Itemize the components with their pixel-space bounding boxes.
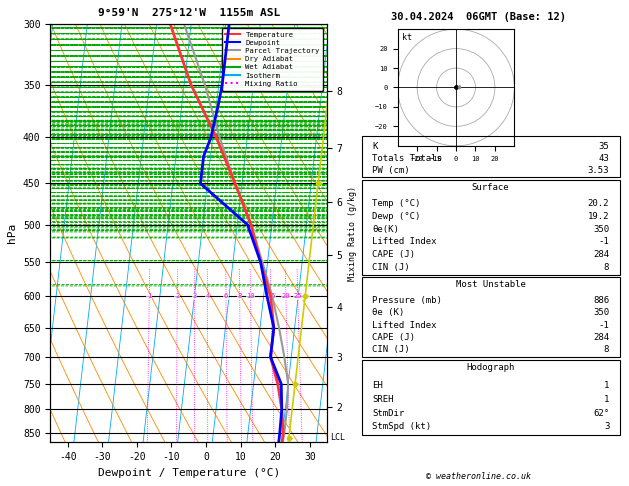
Text: 8: 8 xyxy=(604,262,610,272)
Text: CIN (J): CIN (J) xyxy=(372,262,409,272)
Title: 9°59'N  275°12'W  1155m ASL: 9°59'N 275°12'W 1155m ASL xyxy=(97,8,280,18)
Text: LCL: LCL xyxy=(330,433,345,442)
Text: 20: 20 xyxy=(282,294,290,299)
Text: CAPE (J): CAPE (J) xyxy=(372,333,415,342)
Text: Surface: Surface xyxy=(472,183,509,192)
Text: 350: 350 xyxy=(593,225,610,234)
Text: EH: EH xyxy=(372,381,382,390)
Text: 284: 284 xyxy=(593,250,610,259)
Text: kt: kt xyxy=(401,33,411,42)
Text: 886: 886 xyxy=(593,296,610,305)
Text: CIN (J): CIN (J) xyxy=(372,346,409,354)
Text: 15: 15 xyxy=(267,294,276,299)
Text: Totals Totals: Totals Totals xyxy=(372,154,442,163)
Text: 4: 4 xyxy=(205,294,209,299)
Text: 6: 6 xyxy=(224,294,228,299)
Text: Pressure (mb): Pressure (mb) xyxy=(372,296,442,305)
Text: StmSpd (kt): StmSpd (kt) xyxy=(372,422,431,431)
Text: 350: 350 xyxy=(593,308,610,317)
Text: -1: -1 xyxy=(599,237,610,246)
Text: Lifted Index: Lifted Index xyxy=(372,321,437,330)
Text: K: K xyxy=(372,142,377,151)
Text: 284: 284 xyxy=(593,333,610,342)
Text: 1: 1 xyxy=(147,294,152,299)
Y-axis label: hPa: hPa xyxy=(8,223,18,243)
Text: © weatheronline.co.uk: © weatheronline.co.uk xyxy=(426,472,530,481)
Text: Most Unstable: Most Unstable xyxy=(455,280,526,289)
Legend: Temperature, Dewpoint, Parcel Trajectory, Dry Adiabat, Wet Adiabat, Isotherm, Mi: Temperature, Dewpoint, Parcel Trajectory… xyxy=(221,28,323,90)
Text: 8: 8 xyxy=(604,346,610,354)
Text: 19.2: 19.2 xyxy=(587,212,610,221)
X-axis label: Dewpoint / Temperature (°C): Dewpoint / Temperature (°C) xyxy=(97,468,280,478)
Text: 25: 25 xyxy=(294,294,302,299)
Text: 62°: 62° xyxy=(593,409,610,417)
Text: CAPE (J): CAPE (J) xyxy=(372,250,415,259)
Text: Lifted Index: Lifted Index xyxy=(372,237,437,246)
Text: 35: 35 xyxy=(599,142,610,151)
Text: 1: 1 xyxy=(604,395,610,404)
Text: 3.53: 3.53 xyxy=(587,166,610,175)
Text: θe (K): θe (K) xyxy=(372,308,404,317)
Text: Hodograph: Hodograph xyxy=(467,364,515,372)
Text: 8: 8 xyxy=(238,294,242,299)
Text: θe(K): θe(K) xyxy=(372,225,399,234)
Text: SREH: SREH xyxy=(372,395,394,404)
Text: 43: 43 xyxy=(599,154,610,163)
Text: StmDir: StmDir xyxy=(372,409,404,417)
Text: 3: 3 xyxy=(604,422,610,431)
Text: Temp (°C): Temp (°C) xyxy=(372,199,420,208)
Text: PW (cm): PW (cm) xyxy=(372,166,409,175)
Text: 30.04.2024  06GMT (Base: 12): 30.04.2024 06GMT (Base: 12) xyxy=(391,12,565,22)
Text: -1: -1 xyxy=(599,321,610,330)
Y-axis label: Mixing Ratio (g/kg): Mixing Ratio (g/kg) xyxy=(348,186,357,281)
Text: 20.2: 20.2 xyxy=(587,199,610,208)
Text: Dewp (°C): Dewp (°C) xyxy=(372,212,420,221)
Text: 2: 2 xyxy=(175,294,179,299)
Text: 3: 3 xyxy=(192,294,197,299)
Text: 1: 1 xyxy=(604,381,610,390)
Text: 10: 10 xyxy=(247,294,255,299)
